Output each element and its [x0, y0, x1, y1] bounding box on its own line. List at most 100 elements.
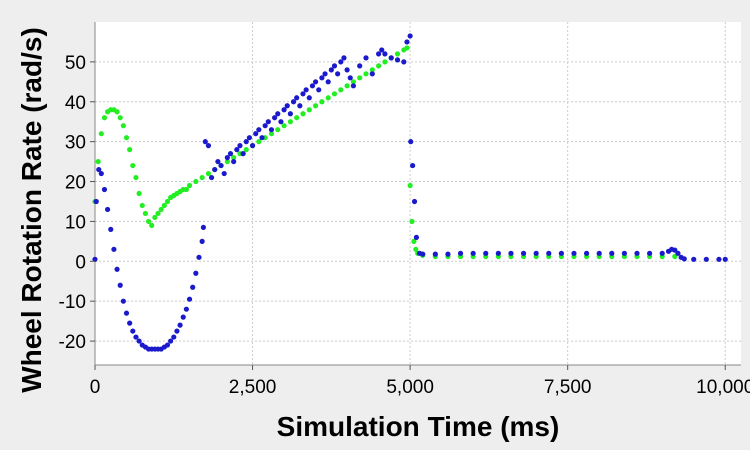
data-point	[253, 131, 259, 137]
data-point	[306, 95, 312, 101]
y-tick-label: 50	[65, 53, 86, 74]
y-tick-label: -10	[59, 292, 86, 313]
data-point	[722, 256, 728, 262]
data-point	[281, 123, 287, 129]
data-point	[407, 182, 413, 189]
data-point	[596, 250, 602, 256]
data-point	[404, 45, 410, 51]
data-point	[325, 79, 331, 85]
data-point	[681, 256, 687, 262]
data-point	[287, 111, 293, 117]
data-point	[316, 87, 322, 93]
data-point	[95, 158, 101, 165]
x-tick-label: 7,500	[544, 377, 592, 398]
data-point	[312, 79, 319, 85]
data-point	[249, 143, 256, 149]
data-point	[268, 127, 275, 133]
data-point	[413, 234, 420, 240]
data-point	[199, 238, 205, 244]
data-point	[101, 186, 108, 193]
data-point	[672, 253, 678, 260]
data-point	[309, 83, 316, 89]
data-point	[420, 251, 426, 257]
data-point	[133, 174, 139, 181]
data-point	[407, 33, 413, 39]
data-point	[199, 174, 205, 181]
data-point	[145, 218, 152, 225]
data-point	[376, 51, 382, 57]
data-point	[186, 182, 193, 189]
data-point	[114, 109, 120, 115]
data-point	[408, 139, 414, 145]
y-tick-label: 0	[75, 252, 86, 273]
data-point	[470, 250, 476, 256]
data-point	[224, 158, 230, 165]
data-point	[331, 91, 338, 97]
data-point	[322, 71, 328, 77]
data-point	[246, 135, 253, 141]
data-point	[130, 162, 136, 169]
y-tick-label: 40	[65, 93, 86, 114]
data-point	[174, 328, 180, 334]
x-tick-label: 0	[90, 377, 101, 398]
data-point	[205, 143, 212, 149]
plot-background	[95, 22, 741, 365]
data-point	[164, 342, 171, 348]
data-point	[139, 202, 145, 209]
data-point	[357, 75, 363, 81]
data-point	[347, 75, 353, 81]
data-point	[410, 162, 416, 169]
data-point	[344, 67, 350, 73]
data-point	[363, 55, 369, 61]
y-tick-label: -20	[59, 332, 86, 353]
data-point	[583, 250, 590, 256]
data-point	[208, 174, 215, 181]
data-point	[127, 147, 133, 153]
data-point	[376, 63, 382, 69]
data-point	[215, 158, 221, 165]
data-point	[193, 270, 199, 276]
data-point	[114, 266, 120, 272]
data-point	[328, 67, 334, 73]
data-point	[243, 139, 249, 145]
data-point	[234, 147, 240, 153]
data-point	[231, 158, 237, 165]
data-point	[93, 198, 99, 205]
data-point	[306, 107, 312, 113]
data-point	[401, 59, 407, 65]
data-point	[183, 186, 189, 193]
data-point	[294, 115, 300, 121]
data-point	[231, 155, 237, 161]
data-point	[123, 135, 130, 141]
data-point	[183, 306, 189, 312]
x-axis-ticks: 0 2,500 5,000 7,500 10,000	[90, 365, 750, 398]
data-point	[338, 87, 344, 93]
data-point	[240, 151, 246, 157]
data-point	[221, 170, 227, 177]
data-point	[130, 328, 136, 334]
data-point	[411, 198, 418, 205]
data-point	[344, 83, 350, 89]
data-point	[149, 222, 155, 229]
data-point	[716, 256, 722, 262]
data-point	[483, 250, 489, 256]
data-point	[164, 198, 171, 205]
data-point	[117, 282, 123, 288]
data-point	[127, 320, 133, 326]
data-point	[294, 95, 300, 101]
series-2	[92, 33, 728, 352]
y-axis-title: Wheel Rotation Rate (rad/s)	[16, 27, 47, 393]
data-point	[193, 178, 199, 185]
data-point	[120, 298, 126, 304]
data-point	[335, 71, 341, 77]
data-point	[177, 322, 183, 328]
data-point	[300, 111, 306, 117]
data-point	[180, 314, 186, 320]
data-point	[621, 250, 628, 256]
data-point	[290, 99, 297, 105]
data-point	[394, 57, 401, 63]
data-point	[341, 55, 347, 61]
y-axis-ticks: -20 -10 0 10 20 30 40 50	[59, 53, 95, 353]
data-point	[533, 250, 539, 256]
data-point	[382, 59, 388, 65]
